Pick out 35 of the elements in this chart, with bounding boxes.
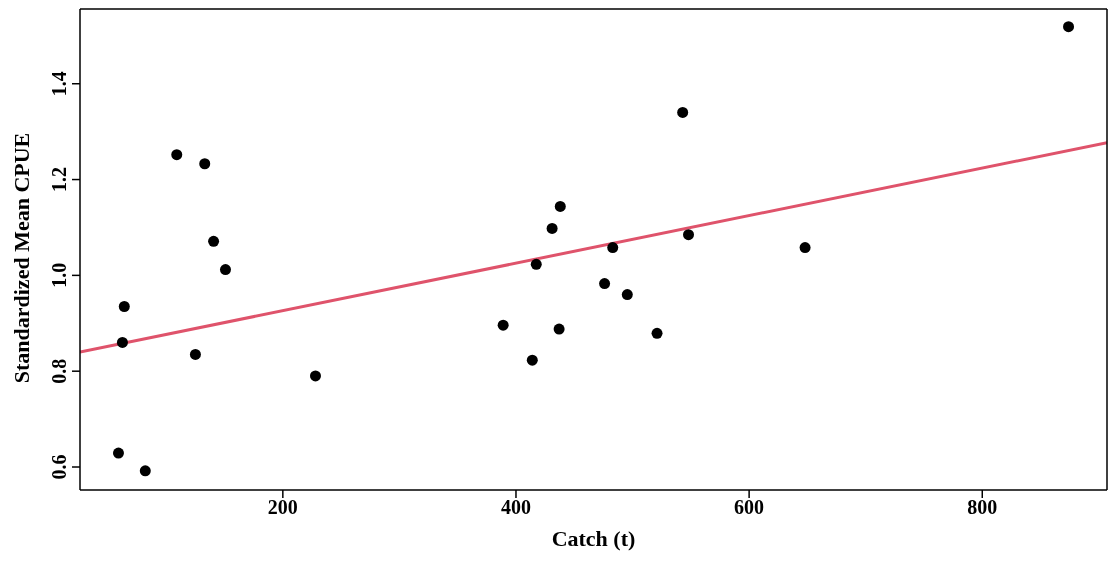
point [621, 289, 633, 301]
point [199, 158, 211, 170]
point [553, 323, 565, 335]
point [677, 106, 689, 118]
point [139, 465, 151, 477]
point [208, 235, 220, 247]
point [599, 278, 611, 290]
point [497, 319, 509, 331]
y-tick-label: 1.0 [48, 262, 70, 288]
point [799, 242, 811, 254]
point [309, 370, 321, 382]
y-tick-label: 1.2 [48, 167, 70, 193]
x-tick-label: 600 [734, 496, 765, 519]
point [530, 258, 542, 270]
point [683, 229, 695, 241]
point [116, 336, 128, 348]
x-axis-title: Catch (t) [550, 526, 637, 552]
x-tick-label: 200 [267, 496, 298, 519]
y-tick-label: 1.4 [48, 71, 70, 97]
point [546, 222, 558, 234]
y-axis-title: Standardized Mean CPUE [9, 132, 35, 384]
point [526, 354, 538, 366]
point [112, 447, 124, 459]
point [1063, 21, 1075, 33]
point [171, 149, 183, 161]
point [189, 348, 201, 360]
y-tick-label: 0.8 [48, 358, 70, 384]
point [651, 327, 663, 339]
point [118, 301, 130, 313]
x-tick-label: 400 [500, 496, 531, 519]
point [554, 200, 566, 212]
point [607, 242, 619, 254]
x-tick-label: 800 [967, 496, 998, 519]
point [219, 264, 231, 276]
y-tick-label: 0.6 [48, 454, 70, 480]
